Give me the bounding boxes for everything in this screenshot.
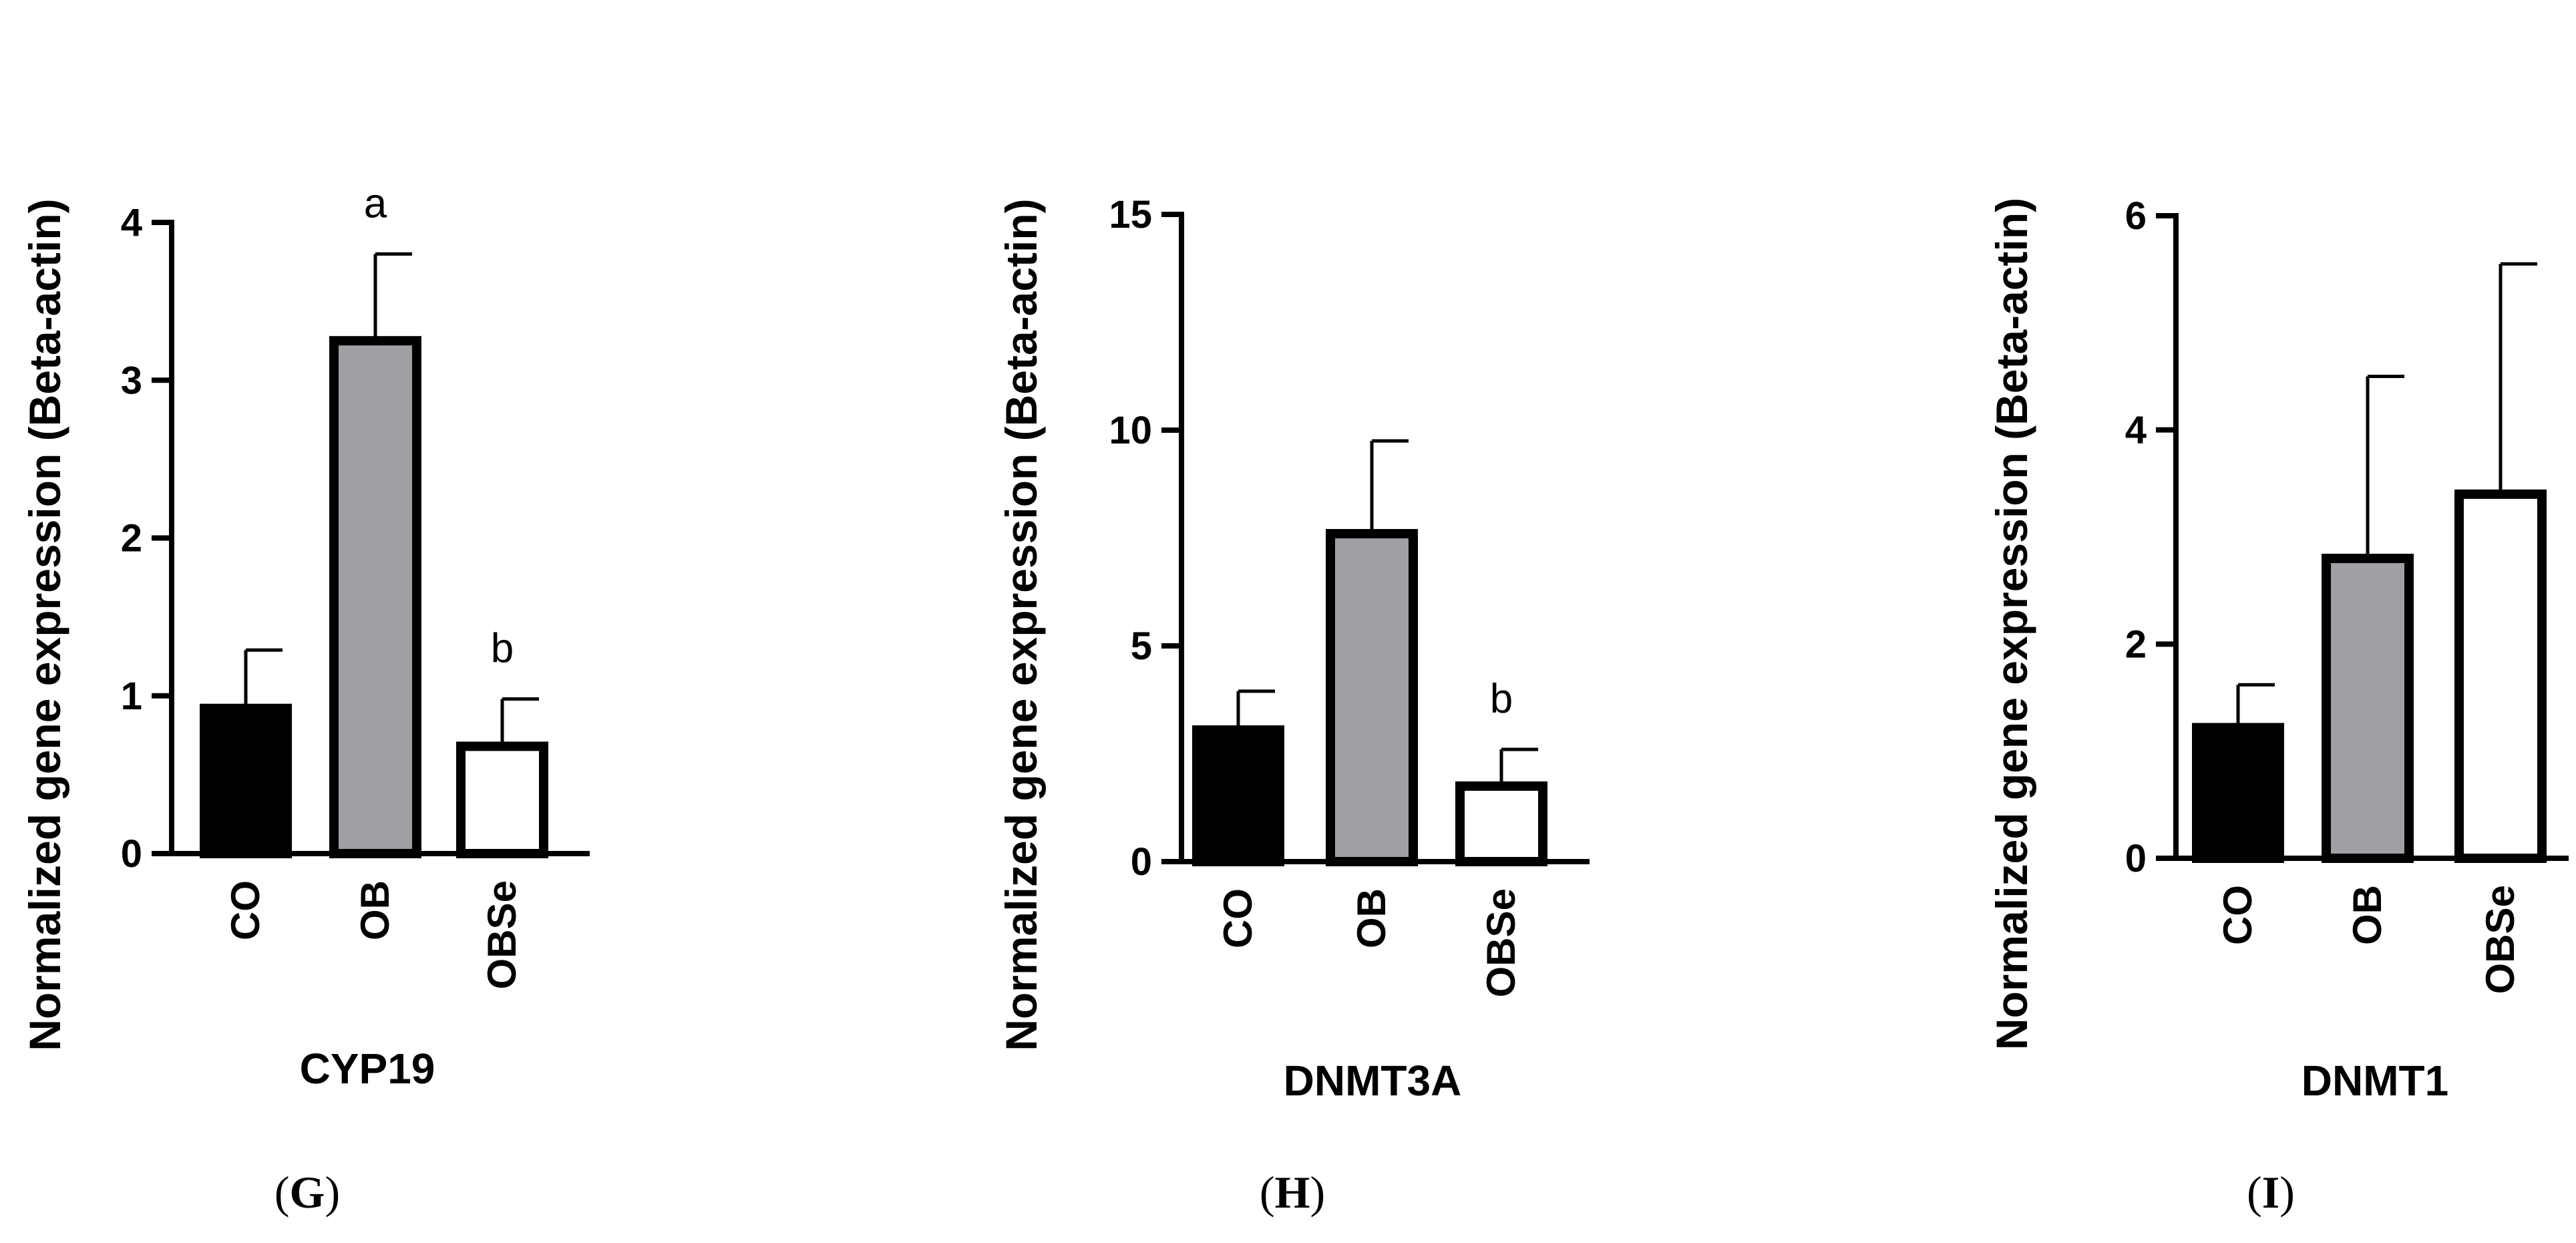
x-category-label: OBSe: [2478, 885, 2523, 994]
y-tick-label: 10: [1109, 409, 1152, 452]
panel-label: (I): [2247, 1167, 2295, 1218]
bar-obse: [2454, 489, 2547, 863]
y-tick-label: 0: [1131, 840, 1152, 884]
bar-co: [1192, 725, 1284, 866]
x-category-label: CO: [223, 880, 268, 940]
x-category-label: OB: [2345, 885, 2390, 945]
y-axis-title: Normalized gene expression (Beta-actin): [1987, 198, 2036, 1050]
bar-ob: [1326, 529, 1418, 866]
x-category-label: OBSe: [1479, 888, 1523, 997]
bar-co: [2192, 723, 2284, 863]
chart-title: DNMT3A: [1284, 1057, 1462, 1105]
x-category-label: OBSe: [480, 880, 524, 989]
panel-label: (H): [1260, 1167, 1325, 1218]
y-tick-label: 0: [2125, 837, 2147, 880]
x-category-label: OB: [353, 880, 397, 940]
significance-label: b: [491, 625, 514, 671]
y-tick-label: 6: [2125, 194, 2147, 238]
bar-ob: [329, 336, 421, 858]
x-category-label: CO: [2215, 885, 2260, 945]
x-category-label: OB: [1349, 888, 1394, 948]
chart-title: CYP19: [300, 1045, 435, 1093]
y-tick-label: 1: [121, 675, 142, 718]
y-tick-label: 2: [2125, 623, 2147, 666]
y-tick-label: 2: [121, 517, 142, 560]
y-axis-title: Normalized gene expression (Beta-actin): [20, 198, 69, 1051]
y-tick-label: 0: [121, 832, 142, 876]
bar-obse: [1455, 781, 1547, 866]
y-tick-label: 3: [121, 359, 142, 402]
y-tick-label: 15: [1109, 193, 1152, 236]
bar-ob: [2322, 554, 2414, 863]
chart-panel-dnmt3a: Normalized gene expression (Beta-actin) 0…: [996, 193, 1590, 1218]
x-category-label: CO: [1216, 888, 1260, 948]
significance-label: b: [1490, 676, 1513, 722]
panel-label: (G): [274, 1167, 340, 1218]
y-tick-label: 5: [1131, 625, 1152, 668]
significance-label: a: [364, 180, 387, 226]
chart-panel-dnmt1: Normalized gene expression (Beta-actin) 0…: [1987, 194, 2569, 1218]
y-tick-label: 4: [2125, 409, 2147, 452]
chart-title: DNMT1: [2302, 1057, 2448, 1105]
bar-obse: [456, 741, 548, 858]
y-tick-label: 4: [121, 201, 142, 244]
chart-panel-cyp19: Normalized gene expression (Beta-actin) 0…: [20, 180, 590, 1218]
bar-co: [200, 703, 292, 859]
y-axis-title: Normalized gene expression (Beta-actin): [996, 198, 1046, 1051]
